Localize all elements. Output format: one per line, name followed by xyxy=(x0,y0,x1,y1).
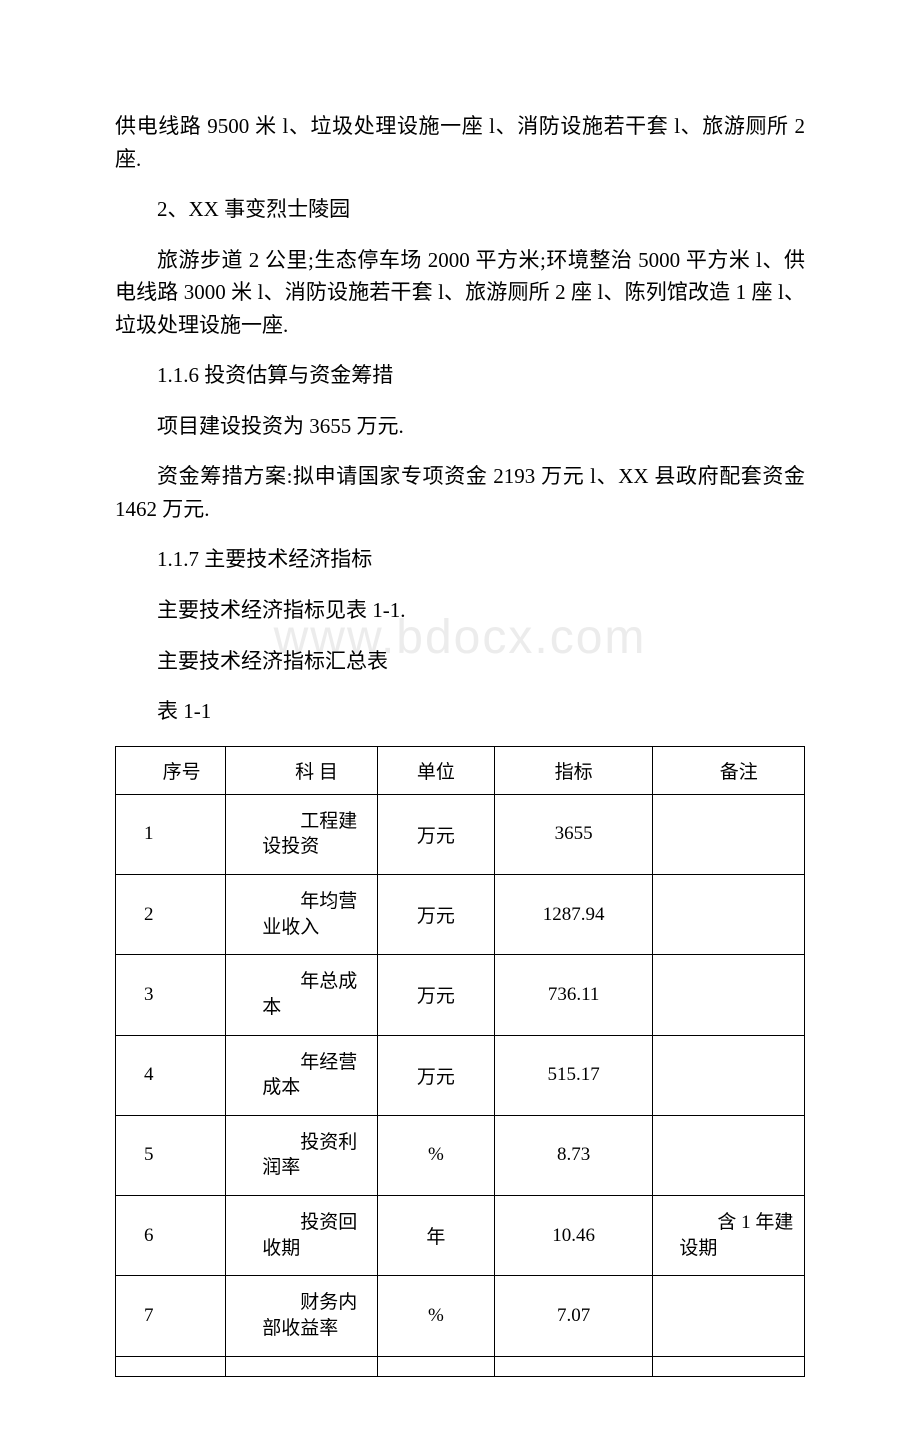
indicator-table: 序号 科 目 单位 指标 备注 1 工程建设投资 万元 3655 2 年均营业收… xyxy=(115,746,805,1377)
cell-seq: 7 xyxy=(116,1276,226,1356)
cell-seq: 4 xyxy=(116,1035,226,1115)
cell-subject-text: 工程建设投资 xyxy=(262,809,371,860)
document-content: 供电线路 9500 米 l、垃圾处理设施一座 l、消防设施若干套 l、旅游厕所 … xyxy=(115,110,805,1377)
header-value: 指标 xyxy=(494,746,652,794)
cell-value: 10.46 xyxy=(494,1196,652,1276)
cell-subject: 年总成本 xyxy=(226,955,378,1035)
header-subject: 科 目 xyxy=(226,746,378,794)
cell-unit: 万元 xyxy=(377,1035,494,1115)
header-unit: 单位 xyxy=(377,746,494,794)
header-remark: 备注 xyxy=(653,746,805,794)
cell-remark-text: 含 1 年建设期 xyxy=(679,1210,798,1261)
cell-unit: % xyxy=(377,1276,494,1356)
empty-cell xyxy=(653,1356,805,1376)
paragraph-10: 表 1-1 xyxy=(115,695,805,728)
cell-remark xyxy=(653,1035,805,1115)
cell-unit: 万元 xyxy=(377,955,494,1035)
table-row: 1 工程建设投资 万元 3655 xyxy=(116,794,805,874)
cell-remark xyxy=(653,874,805,954)
cell-value: 7.07 xyxy=(494,1276,652,1356)
cell-unit: 万元 xyxy=(377,794,494,874)
paragraph-9: 主要技术经济指标汇总表 xyxy=(115,645,805,678)
cell-subject: 年经营成本 xyxy=(226,1035,378,1115)
cell-subject-text: 投资利润率 xyxy=(262,1130,371,1181)
cell-value: 8.73 xyxy=(494,1115,652,1195)
cell-value: 736.11 xyxy=(494,955,652,1035)
cell-subject-text: 年均营业收入 xyxy=(262,889,371,940)
cell-value: 3655 xyxy=(494,794,652,874)
cell-subject: 投资回收期 xyxy=(226,1196,378,1276)
table-row: 2 年均营业收入 万元 1287.94 xyxy=(116,874,805,954)
cell-subject-text: 投资回收期 xyxy=(262,1210,371,1261)
table-empty-row xyxy=(116,1356,805,1376)
table-row: 7 财务内部收益率 % 7.07 xyxy=(116,1276,805,1356)
cell-seq: 3 xyxy=(116,955,226,1035)
table-row: 6 投资回收期 年 10.46 含 1 年建设期 xyxy=(116,1196,805,1276)
cell-subject: 投资利润率 xyxy=(226,1115,378,1195)
paragraph-1: 供电线路 9500 米 l、垃圾处理设施一座 l、消防设施若干套 l、旅游厕所 … xyxy=(115,110,805,175)
cell-value: 515.17 xyxy=(494,1035,652,1115)
table-header-row: 序号 科 目 单位 指标 备注 xyxy=(116,746,805,794)
cell-seq: 2 xyxy=(116,874,226,954)
empty-cell xyxy=(116,1356,226,1376)
cell-unit: 年 xyxy=(377,1196,494,1276)
paragraph-3: 旅游步道 2 公里;生态停车场 2000 平方米;环境整治 5000 平方米 l… xyxy=(115,244,805,342)
paragraph-8: 主要技术经济指标见表 1-1. xyxy=(115,594,805,627)
cell-unit: 万元 xyxy=(377,874,494,954)
cell-subject-text: 财务内部收益率 xyxy=(262,1290,371,1341)
header-seq: 序号 xyxy=(116,746,226,794)
paragraph-6: 资金筹措方案:拟申请国家专项资金 2193 万元 l、XX 县政府配套资金 14… xyxy=(115,460,805,525)
cell-seq: 6 xyxy=(116,1196,226,1276)
cell-seq: 5 xyxy=(116,1115,226,1195)
cell-subject: 工程建设投资 xyxy=(226,794,378,874)
cell-remark xyxy=(653,1115,805,1195)
cell-subject-text: 年经营成本 xyxy=(262,1050,371,1101)
table-row: 4 年经营成本 万元 515.17 xyxy=(116,1035,805,1115)
paragraph-5: 项目建设投资为 3655 万元. xyxy=(115,410,805,443)
empty-cell xyxy=(226,1356,378,1376)
cell-remark xyxy=(653,955,805,1035)
cell-subject: 年均营业收入 xyxy=(226,874,378,954)
paragraph-7: 1.1.7 主要技术经济指标 xyxy=(115,543,805,576)
cell-subject-text: 年总成本 xyxy=(262,969,371,1020)
paragraph-4: 1.1.6 投资估算与资金筹措 xyxy=(115,359,805,392)
cell-unit: % xyxy=(377,1115,494,1195)
empty-cell xyxy=(494,1356,652,1376)
table-row: 5 投资利润率 % 8.73 xyxy=(116,1115,805,1195)
cell-seq: 1 xyxy=(116,794,226,874)
paragraph-2: 2、XX 事变烈士陵园 xyxy=(115,193,805,226)
table-row: 3 年总成本 万元 736.11 xyxy=(116,955,805,1035)
cell-remark: 含 1 年建设期 xyxy=(653,1196,805,1276)
cell-value: 1287.94 xyxy=(494,874,652,954)
cell-remark xyxy=(653,1276,805,1356)
cell-subject: 财务内部收益率 xyxy=(226,1276,378,1356)
cell-remark xyxy=(653,794,805,874)
empty-cell xyxy=(377,1356,494,1376)
